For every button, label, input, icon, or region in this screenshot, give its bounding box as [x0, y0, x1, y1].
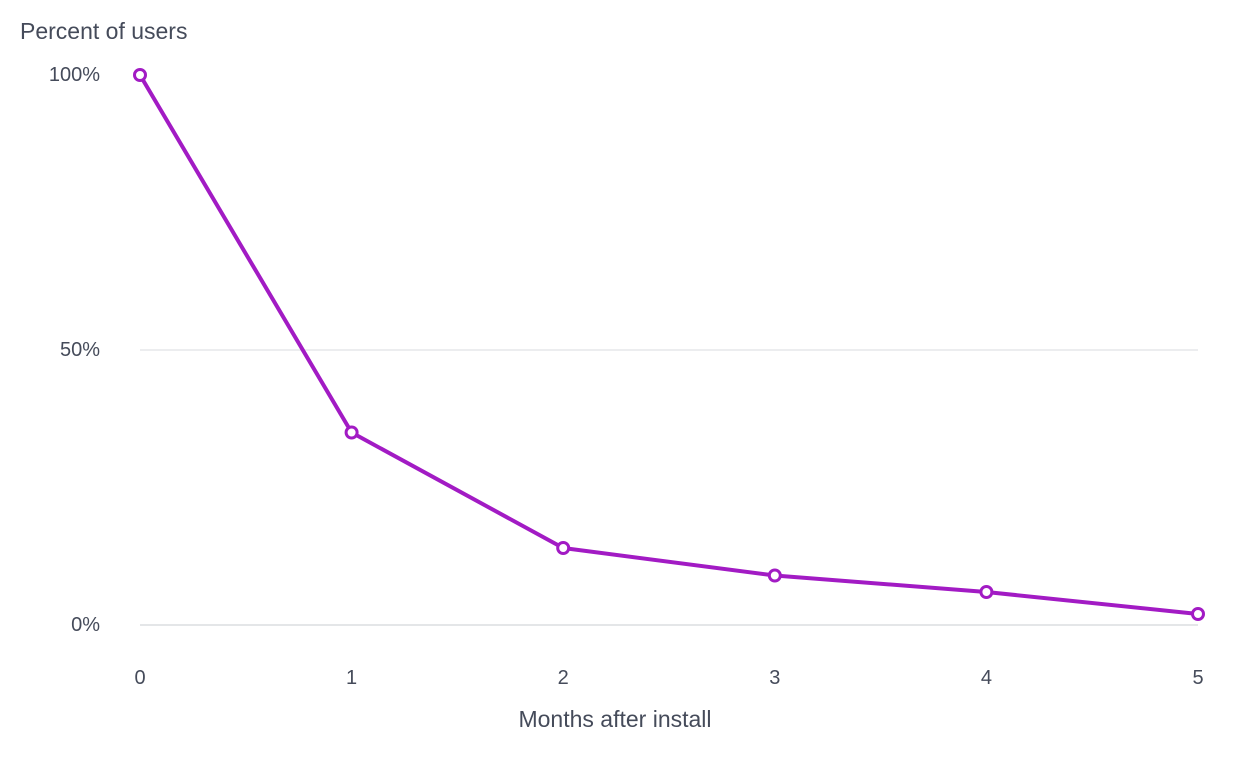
x-axis-title: Months after install — [518, 706, 711, 732]
data-point-5[interactable] — [1191, 607, 1205, 621]
series-line-0 — [138, 73, 1200, 616]
y-axis-title: Percent of users — [20, 18, 187, 44]
y-tick-label-0: 0% — [71, 614, 100, 636]
x-tick-label-3: 3 — [769, 667, 780, 689]
x-tick-label-1: 1 — [346, 667, 357, 689]
x-tick-label-0: 0 — [134, 667, 145, 689]
x-tick-label-5: 5 — [1192, 667, 1203, 689]
x-tick-label-4: 4 — [981, 667, 992, 689]
y-tick-label-100: 100% — [49, 64, 100, 86]
data-point-4[interactable] — [979, 585, 994, 599]
data-point-2[interactable] — [556, 541, 571, 555]
series-layer — [133, 68, 1205, 621]
data-point-0[interactable] — [133, 68, 147, 82]
y-tick-label-50: 50% — [60, 339, 100, 361]
data-point-3[interactable] — [767, 568, 782, 583]
x-tick-label-2: 2 — [558, 667, 569, 689]
data-point-1[interactable] — [344, 425, 359, 440]
